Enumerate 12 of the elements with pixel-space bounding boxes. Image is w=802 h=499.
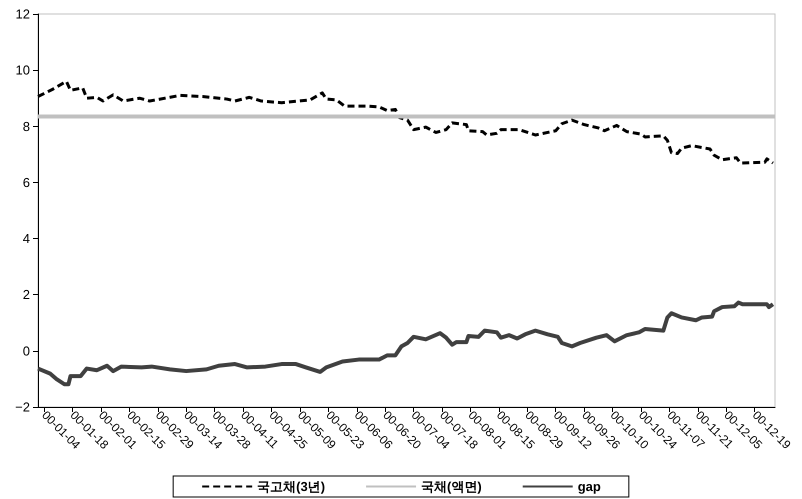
y-tick-label: 8 — [22, 118, 30, 134]
y-tick-label: 10 — [16, 62, 30, 78]
y-tick-label: 6 — [22, 174, 30, 190]
line-series — [36, 300, 775, 386]
legend-label: 국채(액면) — [421, 479, 482, 494]
y-tick-label: −2 — [15, 400, 30, 414]
y-tick-label: 0 — [22, 343, 30, 358]
y-tick-label: 2 — [22, 287, 30, 302]
y-tick-label: 4 — [22, 231, 30, 246]
y-tick-label: 12 — [16, 6, 30, 22]
legend-label: 국고채(3년) — [257, 479, 326, 494]
legend-label: gap — [578, 479, 601, 494]
